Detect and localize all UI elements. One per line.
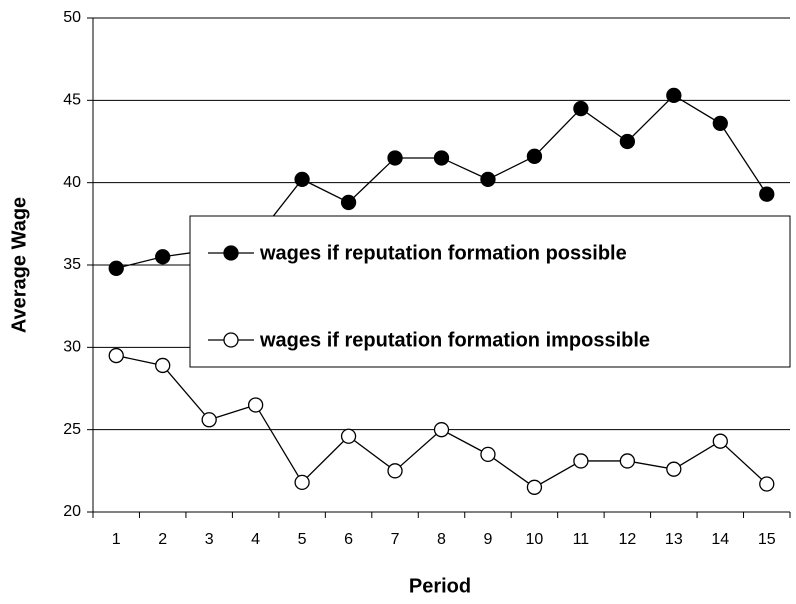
y-tick-label: 40 (63, 174, 81, 191)
legend-marker (223, 332, 239, 348)
marker (573, 100, 589, 117)
x-tick-label: 3 (205, 531, 214, 548)
marker (108, 347, 124, 364)
marker (387, 150, 403, 166)
x-tick-label: 12 (618, 531, 636, 548)
x-tick-label: 13 (665, 531, 683, 548)
marker (294, 171, 310, 188)
marker (480, 171, 496, 188)
marker (433, 422, 450, 438)
marker (294, 474, 310, 491)
y-tick-label: 25 (63, 421, 81, 438)
legend-label: wages if reputation formation possible (259, 242, 627, 264)
x-tick-label: 11 (573, 531, 590, 548)
x-tick-label: 14 (711, 531, 729, 548)
x-tick-label: 6 (344, 531, 353, 548)
marker (573, 453, 589, 469)
marker (619, 453, 636, 469)
marker (480, 446, 496, 463)
marker (712, 115, 728, 132)
y-tick-label: 30 (63, 339, 81, 356)
x-tick-label: 5 (298, 531, 307, 548)
marker (387, 463, 403, 479)
marker (155, 249, 171, 265)
marker (759, 186, 775, 202)
x-tick-label: 2 (158, 531, 167, 548)
marker (712, 433, 728, 449)
y-tick-label: 20 (63, 503, 81, 520)
marker (201, 412, 217, 428)
x-tick-label: 10 (526, 531, 544, 548)
marker (340, 428, 357, 444)
marker (155, 357, 171, 374)
y-tick-label: 35 (63, 256, 81, 273)
x-tick-label: 1 (112, 531, 121, 548)
y-tick-label: 45 (63, 92, 81, 109)
x-axis-label: Period (409, 575, 471, 597)
marker (759, 476, 775, 492)
x-tick-label: 9 (484, 531, 493, 548)
marker (666, 87, 682, 104)
x-tick-label: 15 (758, 531, 776, 548)
marker (526, 148, 543, 164)
marker (247, 397, 264, 413)
legend-label: wages if reputation formation impossible (259, 329, 650, 351)
x-tick-label: 8 (437, 531, 446, 548)
x-tick-label: 7 (391, 531, 400, 548)
x-tick-label: 4 (251, 531, 260, 548)
legend-marker (223, 245, 239, 261)
legend-box (189, 215, 791, 368)
marker (526, 479, 543, 495)
marker (666, 461, 682, 477)
marker (108, 260, 124, 276)
y-axis-label: Average Wage (8, 197, 30, 333)
y-tick-label: 50 (63, 9, 81, 26)
marker (433, 150, 450, 166)
marker (619, 133, 636, 150)
marker (340, 194, 357, 211)
